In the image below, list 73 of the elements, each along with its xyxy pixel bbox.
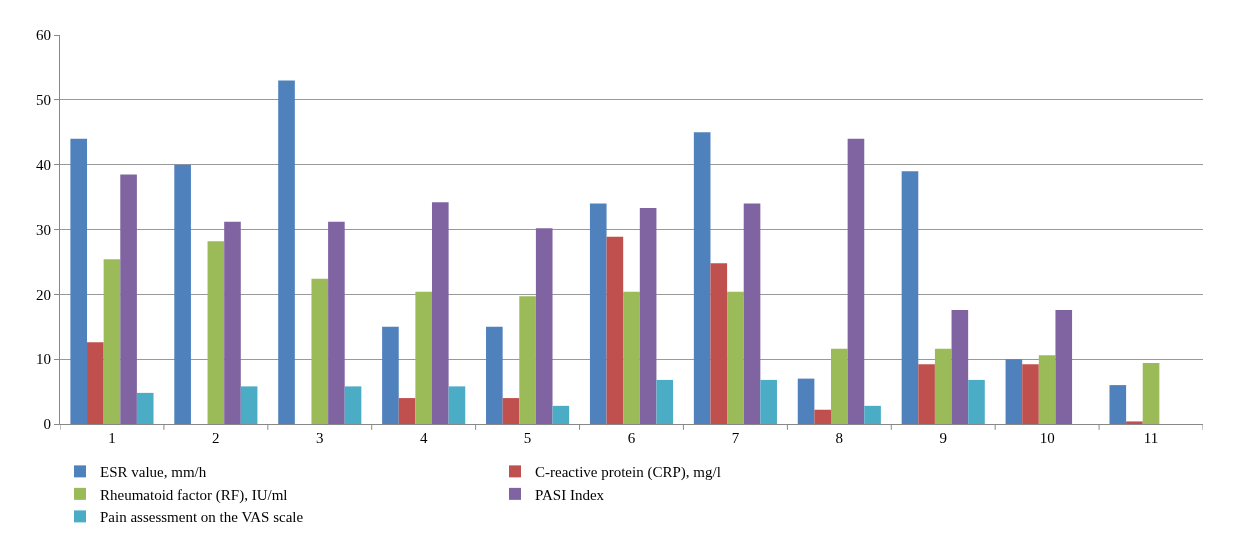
bar — [693, 132, 711, 424]
x-tick-label: 2 — [212, 430, 220, 446]
y-tick-label: 30 — [36, 221, 51, 238]
bar — [951, 309, 969, 424]
legend-label: PASI Index — [535, 486, 605, 503]
x-tick-label: 1 — [108, 430, 116, 446]
bar — [1005, 359, 1023, 424]
bar — [240, 386, 258, 424]
bar — [623, 291, 640, 424]
bar — [760, 379, 777, 424]
bar — [207, 241, 225, 424]
bar — [1142, 363, 1160, 424]
bar — [103, 259, 121, 424]
y-tick-label: 20 — [36, 286, 51, 303]
bar — [710, 263, 728, 424]
bar — [382, 326, 399, 424]
bar — [831, 348, 848, 424]
bar — [1126, 421, 1143, 424]
x-tick-label: 8 — [835, 430, 844, 446]
legend-label: ESR value, mm/h — [100, 464, 207, 481]
bar — [589, 203, 607, 424]
legend-label: C-reactive protein (CRP), mg/l — [535, 464, 721, 482]
y-tick-label: 50 — [36, 92, 51, 109]
bar — [1038, 355, 1056, 424]
legend-label: Rheumatoid factor (RF), IU/ml — [100, 486, 288, 504]
bar — [311, 278, 329, 424]
bar — [797, 378, 815, 424]
bar — [70, 138, 88, 424]
bar — [224, 221, 241, 424]
x-tick-label: 7 — [731, 430, 740, 446]
bar — [278, 80, 295, 424]
bar — [901, 171, 919, 424]
x-tick-label: 10 — [1039, 430, 1055, 446]
bar — [864, 405, 881, 424]
bar — [519, 296, 536, 424]
bar — [502, 398, 520, 424]
bar — [1055, 309, 1073, 424]
bar — [398, 398, 416, 424]
bar — [415, 291, 432, 424]
x-tick-label: 4 — [419, 430, 428, 446]
bar — [136, 392, 154, 424]
bar — [486, 326, 503, 424]
bar — [552, 405, 570, 424]
bar — [743, 203, 761, 424]
x-tick-label: 3 — [316, 430, 324, 446]
y-tick-label: 40 — [36, 156, 51, 173]
bar — [639, 208, 657, 424]
y-tick-label: 10 — [36, 351, 51, 368]
bar — [934, 348, 952, 424]
x-tick-label: 6 — [627, 430, 636, 446]
bar — [344, 386, 362, 424]
y-tick-label: 60 — [36, 27, 51, 44]
bar — [174, 164, 191, 424]
bar — [1022, 364, 1039, 424]
bar — [431, 202, 449, 424]
bar — [727, 291, 744, 424]
bar — [87, 342, 104, 424]
y-tick-label: 0 — [43, 416, 51, 433]
bar — [606, 236, 624, 424]
bar — [448, 386, 466, 424]
bar — [968, 379, 985, 424]
x-tick-label: 11 — [1143, 430, 1159, 446]
legend-label: Pain assessment on the VAS scale — [100, 509, 304, 526]
bar — [120, 174, 137, 424]
bar — [656, 379, 674, 424]
bar — [535, 228, 553, 424]
bar — [847, 138, 865, 424]
x-tick-label: 9 — [939, 430, 947, 446]
bar — [918, 364, 935, 424]
bar — [1109, 385, 1127, 424]
bar — [328, 221, 345, 424]
x-tick-label: 5 — [523, 430, 532, 446]
bar — [814, 409, 832, 424]
